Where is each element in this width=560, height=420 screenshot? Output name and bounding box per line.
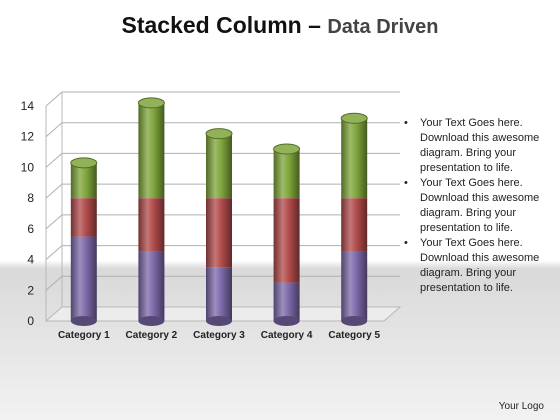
bar-base-cap bbox=[138, 316, 165, 326]
bullet-item: • Your Text Goes here. Download this awe… bbox=[404, 176, 554, 236]
y-tick-label: 14 bbox=[21, 99, 35, 113]
bar-base-cap bbox=[70, 316, 97, 326]
bar-segment bbox=[341, 251, 368, 321]
bullet-item: • Your Text Goes here. Download this awe… bbox=[404, 116, 554, 176]
y-tick-label: 12 bbox=[21, 130, 35, 144]
bar-top-cap bbox=[137, 97, 165, 109]
bar-segment bbox=[273, 282, 300, 321]
x-category-label: Category 5 bbox=[328, 330, 380, 341]
bar-top-cap bbox=[70, 157, 98, 169]
x-category-label: Category 2 bbox=[126, 330, 178, 341]
bullet-text: Your Text Goes here. Download this aweso… bbox=[420, 117, 540, 174]
bullet-item: • Your Text Goes here. Download this awe… bbox=[404, 236, 554, 296]
bar-segment bbox=[70, 198, 97, 237]
bar-base-cap bbox=[206, 316, 232, 326]
bullet-list: • Your Text Goes here. Download this awe… bbox=[404, 116, 554, 296]
gridline bbox=[45, 122, 400, 138]
y-tick-label: 0 bbox=[27, 314, 34, 328]
gridline bbox=[45, 91, 400, 107]
x-category-label: Category 1 bbox=[58, 330, 110, 341]
bar-segment bbox=[341, 198, 368, 252]
bullet-text: Your Text Goes here. Download this aweso… bbox=[420, 237, 540, 294]
chart-title: Stacked Column – Data Driven bbox=[0, 12, 560, 39]
title-sub: Data Driven bbox=[327, 16, 439, 38]
bar-top-cap bbox=[273, 143, 301, 155]
bar-segment bbox=[138, 102, 165, 199]
bar-segment bbox=[206, 198, 232, 268]
bar-base-cap bbox=[341, 316, 368, 326]
bar-segment bbox=[341, 118, 368, 199]
x-category-label: Category 4 bbox=[261, 330, 313, 341]
y-tick-label: 10 bbox=[21, 160, 35, 174]
bar-segment bbox=[70, 236, 97, 321]
y-tick-label: 2 bbox=[27, 283, 34, 297]
bar-segment bbox=[138, 198, 165, 252]
bullet-symbol: • bbox=[404, 177, 408, 189]
bar-segment bbox=[138, 251, 165, 321]
bar-segment bbox=[206, 267, 232, 321]
bar-base-cap bbox=[273, 316, 300, 326]
bullet-symbol: • bbox=[404, 117, 408, 129]
bar-segment bbox=[70, 162, 97, 199]
bullet-text: Your Text Goes here. Download this aweso… bbox=[420, 177, 540, 234]
x-category-label: Category 3 bbox=[193, 330, 245, 341]
title-main: Stacked Column bbox=[121, 12, 302, 38]
y-tick-label: 6 bbox=[27, 222, 34, 236]
bar-segment bbox=[206, 133, 232, 199]
title-dash: – bbox=[301, 12, 328, 38]
bar-segment bbox=[273, 198, 300, 283]
y-tick-label: 4 bbox=[27, 253, 34, 267]
bar-top-cap bbox=[205, 128, 233, 140]
y-tick-label: 8 bbox=[27, 191, 34, 205]
bullet-symbol: • bbox=[404, 237, 408, 249]
bar-top-cap bbox=[340, 112, 368, 124]
logo-text: Your Logo bbox=[498, 401, 544, 412]
bar-segment bbox=[273, 149, 300, 199]
